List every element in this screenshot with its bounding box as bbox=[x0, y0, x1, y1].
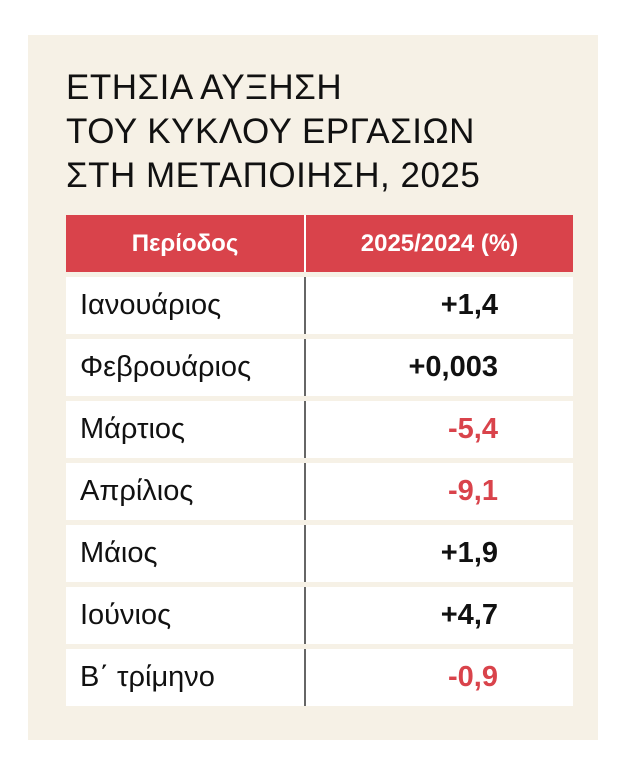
column-header-period: Περίοδος bbox=[66, 215, 306, 272]
page-title: ΕΤΗΣΙΑ ΑΥΞΗΣΗ ΤΟΥ ΚΥΚΛΟΥ ΕΡΓΑΣΙΩΝ ΣΤΗ ΜΕ… bbox=[66, 66, 586, 198]
value-cell: -5,4 bbox=[448, 413, 498, 445]
table-row: Μάρτιος -5,4 bbox=[66, 401, 573, 458]
period-cell: Ιούνιος bbox=[66, 587, 306, 644]
value-cell: -9,1 bbox=[448, 475, 498, 507]
table-row: Μάιος +1,9 bbox=[66, 525, 573, 582]
title-line-1: ΕΤΗΣΙΑ ΑΥΞΗΣΗ bbox=[66, 68, 343, 107]
table-header: Περίοδος 2025/2024 (%) bbox=[66, 215, 573, 272]
table-row: Β΄ τρίμηνο -0,9 bbox=[66, 649, 573, 706]
period-cell: Μάρτιος bbox=[66, 401, 306, 458]
value-cell: +1,9 bbox=[440, 537, 498, 569]
value-cell: -0,9 bbox=[448, 661, 498, 693]
column-header-change: 2025/2024 (%) bbox=[360, 229, 519, 257]
period-cell: Απρίλιος bbox=[66, 463, 306, 520]
table-row: Ιούνιος +4,7 bbox=[66, 587, 573, 644]
value-cell: +4,7 bbox=[440, 599, 498, 631]
title-line-3: ΣΤΗ ΜΕΤΑΠΟΙΗΣΗ, 2025 bbox=[66, 156, 481, 195]
data-table: Περίοδος 2025/2024 (%) Ιανουάριος +1,4 Φ… bbox=[66, 215, 573, 706]
period-cell: Ιανουάριος bbox=[66, 277, 306, 334]
table-row: Απρίλιος -9,1 bbox=[66, 463, 573, 520]
value-cell: +1,4 bbox=[440, 289, 498, 321]
period-cell: Φεβρουάριος bbox=[66, 339, 306, 396]
table-row: Ιανουάριος +1,4 bbox=[66, 277, 573, 334]
table-row: Φεβρουάριος +0,003 bbox=[66, 339, 573, 396]
title-line-2: ΤΟΥ ΚΥΚΛΟΥ ΕΡΓΑΣΙΩΝ bbox=[66, 112, 475, 151]
period-cell: Μάιος bbox=[66, 525, 306, 582]
value-cell: +0,003 bbox=[408, 351, 498, 383]
period-cell: Β΄ τρίμηνο bbox=[66, 649, 306, 706]
